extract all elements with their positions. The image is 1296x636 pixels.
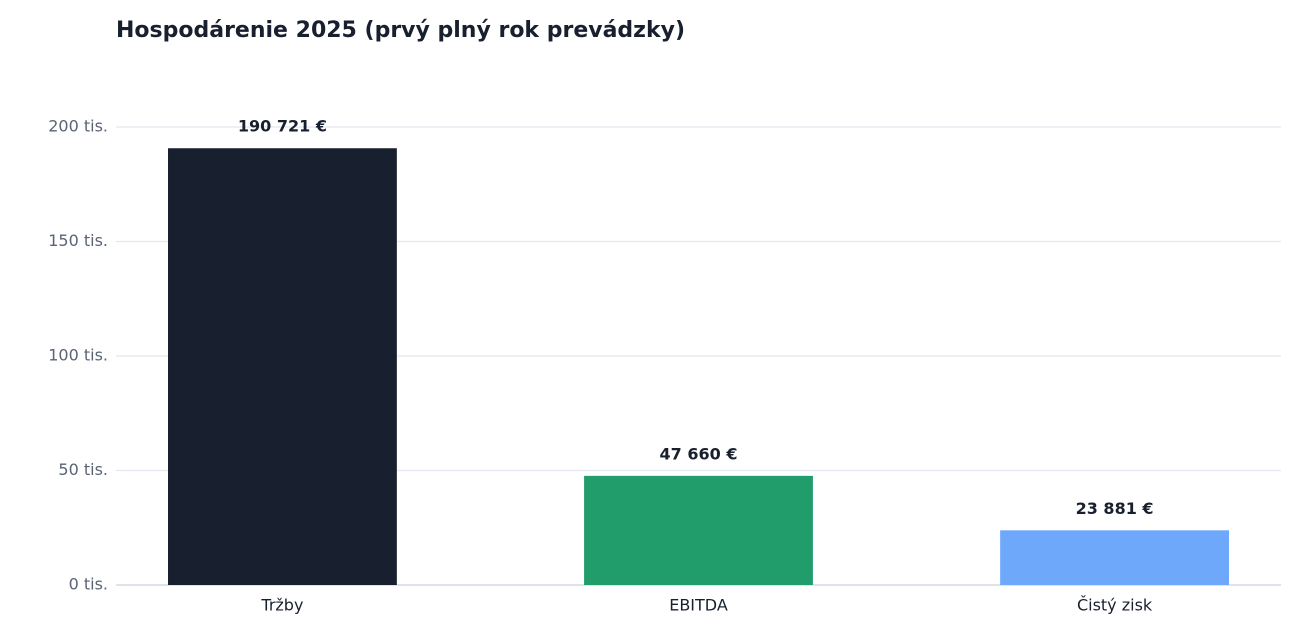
value-label: 190 721 € [238,117,327,136]
y-tick-label: 50 tis. [58,460,108,479]
value-label: 23 881 € [1076,499,1154,518]
y-tick-label: 150 tis. [48,231,108,250]
value-label: 47 660 € [660,444,738,463]
x-tick-label: EBITDA [669,596,728,615]
x-tick-label: Tržby [260,596,303,615]
y-tick-label: 200 tis. [48,117,108,136]
y-tick-label: 0 tis. [69,575,108,594]
bar [168,148,397,586]
chart-title: Hospodárenie 2025 (prvý plný rok prevádz… [116,18,685,43]
x-tick-label: Čistý zisk [1077,596,1153,615]
bar [584,475,813,585]
y-tick-label: 100 tis. [48,346,108,365]
bar [1000,530,1229,585]
